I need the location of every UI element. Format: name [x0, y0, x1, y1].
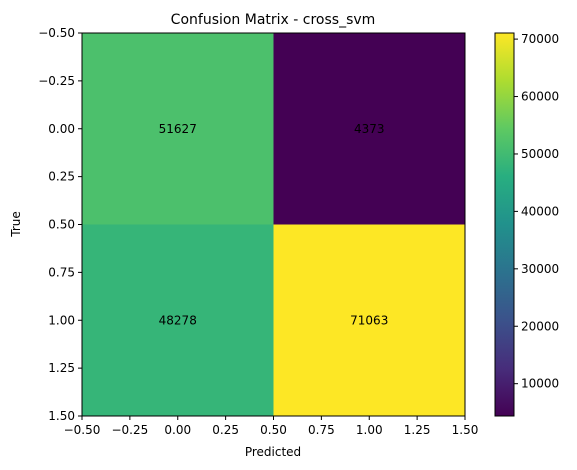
- colorbar-tick-label: 30000: [521, 262, 559, 276]
- y-axis: −0.50 −0.25 0.00 0.25 0.50 0.75 1.00 1.25 1.50: [38, 26, 82, 423]
- chart-title: Confusion Matrix - cross_svm: [171, 12, 376, 28]
- cell-value-label: 48278: [159, 313, 197, 327]
- y-tick-label: −0.50: [38, 26, 75, 40]
- cell-values: 51627 4373 48278 71063: [159, 122, 389, 328]
- colorbar-tick-label: 50000: [521, 147, 559, 161]
- colorbar-ticks: 10000 20000 30000 40000 50000 60000 70000: [514, 32, 559, 391]
- y-tick-label: 0.50: [48, 218, 75, 232]
- x-tick-label: 1.00: [356, 423, 383, 437]
- x-axis-label: Predicted: [245, 445, 301, 459]
- cell-value-label: 4373: [354, 122, 385, 136]
- x-tick-label: 0.25: [212, 423, 239, 437]
- y-tick-label: 0.75: [48, 265, 75, 279]
- cell-value-label: 51627: [159, 122, 197, 136]
- heatmap-cells: [82, 33, 465, 416]
- colorbar-tick-label: 20000: [521, 319, 559, 333]
- y-tick-label: 1.00: [48, 313, 75, 327]
- y-tick-label: 1.25: [48, 361, 75, 375]
- y-tick-label: −0.25: [38, 74, 75, 88]
- y-tick-label: 1.50: [48, 409, 75, 423]
- x-tick-label: 1.50: [452, 423, 479, 437]
- heatmap-cell: [82, 33, 274, 225]
- x-axis: −0.50 −0.25 0.00 0.25 0.50 0.75 1.00 1.25 1.50: [64, 416, 479, 437]
- x-tick-label: 0.00: [164, 423, 191, 437]
- colorbar-tick-label: 60000: [521, 90, 559, 104]
- y-tick-label: 0.25: [48, 170, 75, 184]
- y-axis-label: True: [9, 211, 23, 238]
- colorbar: [494, 32, 515, 417]
- x-tick-label: −0.25: [111, 423, 148, 437]
- colorbar-tick-label: 40000: [521, 204, 559, 218]
- colorbar-tick-label: 70000: [521, 32, 559, 46]
- x-tick-label: 0.50: [260, 423, 287, 437]
- colorbar-tick-label: 10000: [521, 377, 559, 391]
- x-tick-label: 0.75: [308, 423, 335, 437]
- x-tick-label: 1.25: [404, 423, 431, 437]
- y-tick-label: 0.00: [48, 122, 75, 136]
- x-tick-label: −0.50: [64, 423, 101, 437]
- heatmap-cell: [273, 33, 465, 225]
- heatmap-cell: [82, 224, 274, 416]
- heatmap-cell: [273, 224, 465, 416]
- cell-value-label: 71063: [350, 313, 388, 327]
